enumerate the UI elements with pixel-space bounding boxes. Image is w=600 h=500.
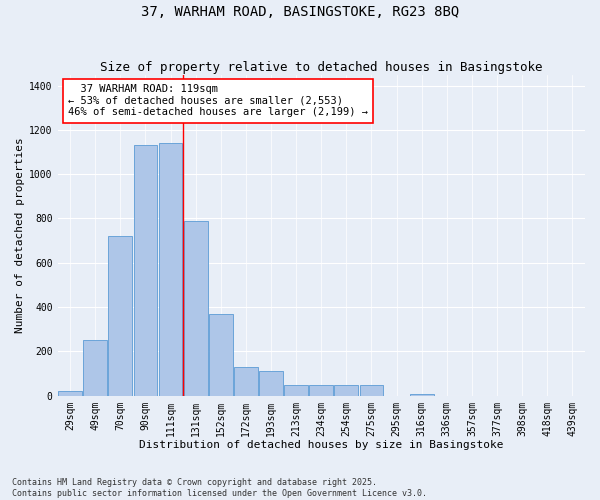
Bar [359, 384, 383, 396]
Bar [158, 143, 182, 396]
Bar [234, 367, 258, 396]
Title: Size of property relative to detached houses in Basingstoke: Size of property relative to detached ho… [100, 62, 542, 74]
Bar [410, 394, 434, 396]
Y-axis label: Number of detached properties: Number of detached properties [15, 137, 25, 333]
Bar [334, 384, 358, 396]
Bar [209, 314, 233, 396]
Bar [109, 236, 132, 396]
X-axis label: Distribution of detached houses by size in Basingstoke: Distribution of detached houses by size … [139, 440, 503, 450]
Bar [259, 372, 283, 396]
Text: Contains HM Land Registry data © Crown copyright and database right 2025.
Contai: Contains HM Land Registry data © Crown c… [12, 478, 427, 498]
Bar [184, 220, 208, 396]
Bar [83, 340, 107, 396]
Bar [58, 392, 82, 396]
Bar [310, 384, 333, 396]
Text: 37 WARHAM ROAD: 119sqm
← 53% of detached houses are smaller (2,553)
46% of semi-: 37 WARHAM ROAD: 119sqm ← 53% of detached… [68, 84, 368, 117]
Bar [284, 384, 308, 396]
Bar [134, 146, 157, 396]
Text: 37, WARHAM ROAD, BASINGSTOKE, RG23 8BQ: 37, WARHAM ROAD, BASINGSTOKE, RG23 8BQ [141, 5, 459, 19]
